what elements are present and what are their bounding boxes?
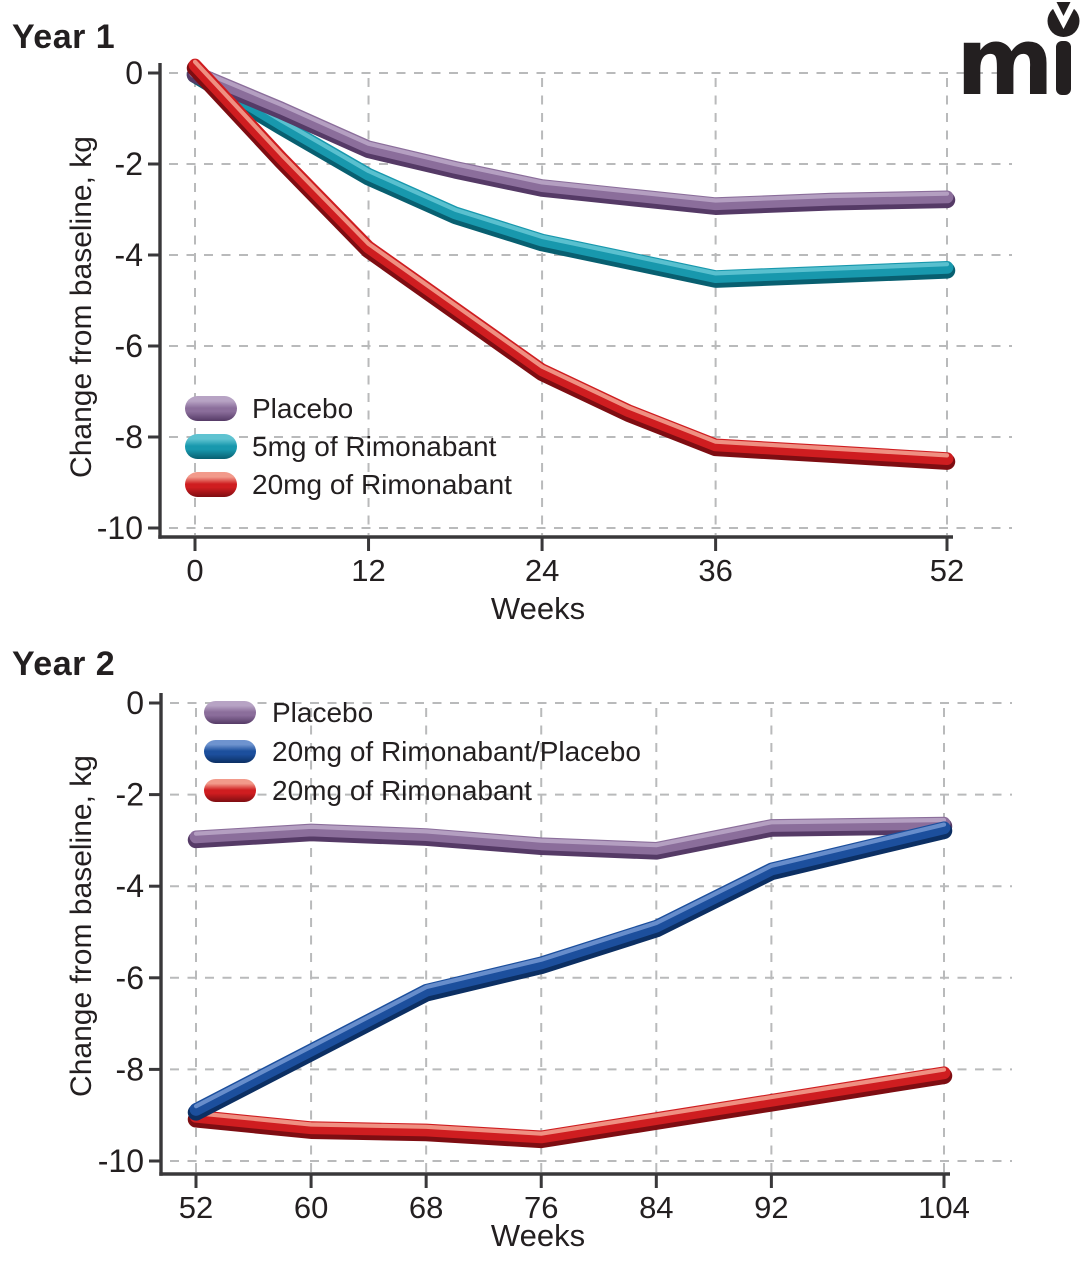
year2-plot: 0 -2 -4 -6 -8 -10 52 60 68 76 84 92 104 — [98, 685, 1012, 1225]
x-tick-label: 84 — [639, 1190, 673, 1225]
y-tick-label: -4 — [116, 868, 144, 904]
y-tick-label: 0 — [126, 685, 144, 721]
legend-label: Placebo — [252, 392, 354, 424]
y-tick-label: -2 — [116, 777, 144, 813]
x-tick-label: 60 — [294, 1190, 328, 1225]
y-tick-label: -8 — [115, 419, 143, 455]
x-tick-label: 0 — [186, 553, 203, 588]
line-body — [188, 58, 954, 465]
year1-title: Year 1 — [12, 18, 116, 56]
x-tick-label: 104 — [918, 1190, 970, 1225]
legend-item-placebo: Placebo — [204, 697, 641, 728]
year2-y-axis-label: Change from baseline, kg — [65, 755, 98, 1097]
y-tick-label: -8 — [116, 1051, 144, 1087]
x-tick-label: 68 — [409, 1190, 443, 1225]
legend-item-20mg-placebo: 20mg of Rimonabant/Placebo — [204, 736, 641, 767]
year1-plot: 0 -2 -4 -6 -8 -10 0 12 24 36 52 — [97, 55, 1012, 588]
x-tick-label: 92 — [754, 1190, 788, 1225]
y-tick-label: 0 — [125, 55, 143, 91]
line-highlight — [193, 822, 947, 1109]
x-tick-label: 52 — [179, 1190, 213, 1225]
series-20mg-of-rimonabant-line — [187, 1066, 953, 1149]
year1-x-axis-label: Weeks — [490, 591, 586, 626]
year2-title: Year 2 — [12, 645, 116, 683]
line-highlight — [192, 66, 950, 203]
x-tick-label: 52 — [930, 553, 964, 588]
legend-item-20mg: 20mg of Rimonabant — [204, 775, 641, 806]
year2-legend: Placebo 20mg of Rimonabant/Placebo 20mg … — [204, 697, 641, 818]
placebo-line-swatch — [204, 701, 256, 724]
series-placebo-line — [186, 65, 956, 215]
y-tick-label: -6 — [115, 328, 143, 364]
placebo-line-swatch — [185, 396, 237, 421]
legend-label: 5mg of Rimonabant — [252, 430, 497, 462]
series-placebo-line — [187, 816, 953, 860]
line-body — [189, 1066, 951, 1144]
line-highlight — [192, 66, 950, 276]
line-body — [189, 816, 951, 855]
logo-dot-check — [1056, 2, 1071, 16]
series-20mg-of-rimonabant-placebo-line — [187, 821, 953, 1121]
series-20mg-of-rimonabant-line — [186, 58, 956, 470]
legend-item-placebo: Placebo — [185, 393, 512, 424]
legend-label: 20mg of Rimonabant/Placebo — [272, 735, 641, 767]
y-tick-label: -4 — [115, 237, 143, 273]
rimonabant-20mg-line-swatch — [204, 779, 256, 802]
y-tick-label: -2 — [115, 146, 143, 182]
legend-item-5mg: 5mg of Rimonabant — [185, 431, 512, 462]
y-tick-label: -10 — [98, 1143, 144, 1179]
year1-legend: Placebo 5mg of Rimonabant 20mg of Rimona… — [185, 393, 512, 510]
logo-i-stem — [1056, 41, 1071, 95]
series-5mg-of-rimonabant-line — [186, 65, 956, 288]
legend-label: 20mg of Rimonabant — [252, 468, 512, 500]
x-tick-label: 24 — [525, 553, 559, 588]
line-highlight — [193, 817, 947, 848]
line-body — [188, 65, 954, 283]
legend-item-20mg: 20mg of Rimonabant — [185, 469, 512, 500]
legend-label: Placebo — [272, 696, 374, 728]
rimonabant-20mg-placebo-line-swatch — [204, 740, 256, 763]
mi-logo: m — [956, 2, 1080, 106]
logo-dot-notch — [1050, 4, 1077, 29]
x-tick-label: 76 — [524, 1190, 558, 1225]
year2-x-axis-label: Weeks — [490, 1218, 586, 1253]
y-tick-label: -10 — [97, 510, 143, 546]
line-highlight — [193, 1067, 947, 1136]
x-tick-label: 36 — [698, 553, 732, 588]
line-shadow — [187, 822, 953, 1121]
line-body — [189, 821, 951, 1116]
logo-letter-m: m — [956, 8, 1054, 106]
y-tick-label: -6 — [116, 960, 144, 996]
line-highlight — [192, 59, 950, 458]
year1-y-axis-label: Change from baseline, kg — [65, 136, 98, 478]
legend-label: 20mg of Rimonabant — [272, 774, 532, 806]
rimonabant-20mg-line-swatch — [185, 472, 237, 497]
line-body — [188, 65, 954, 211]
x-tick-label: 12 — [351, 553, 385, 588]
rimonabant-5mg-line-swatch — [185, 434, 237, 459]
